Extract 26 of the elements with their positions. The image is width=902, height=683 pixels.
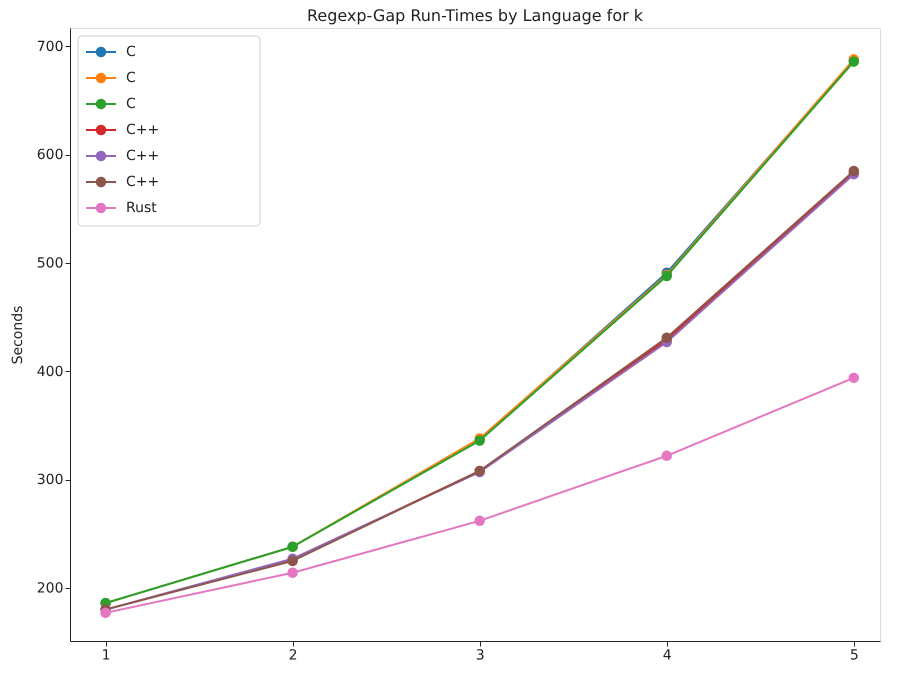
x-tick-label: 2 <box>288 648 298 664</box>
point <box>848 372 860 384</box>
point <box>100 608 111 618</box>
y-axis-title: Seconds <box>10 306 26 364</box>
legend-label: C++ <box>126 174 160 190</box>
x-tick-label: 3 <box>476 648 485 664</box>
y-tick-label: 200 <box>36 580 64 596</box>
legend-label: C <box>126 96 136 112</box>
y-tick-label: 700 <box>36 38 64 55</box>
point <box>287 568 298 578</box>
y-tick-label: 400 <box>36 364 64 380</box>
point <box>474 516 485 526</box>
y-tick-label: 300 <box>36 472 64 488</box>
point <box>662 450 672 462</box>
legend-label: Rust <box>126 200 158 216</box>
point <box>662 332 672 343</box>
legend-label: C++ <box>126 122 160 138</box>
y-tick-label: 500 <box>36 256 64 272</box>
y-tick-label: 600 <box>36 147 64 164</box>
chart-title: Regexp-Gap Run-Times by Language for k <box>306 6 644 25</box>
x-tick-label: 4 <box>662 648 672 664</box>
legend-label: C <box>126 44 136 60</box>
legend-label: C <box>126 70 136 86</box>
legend-label: C++ <box>126 148 160 164</box>
x-tick-label: 1 <box>102 648 111 664</box>
x-tick-label: 5 <box>850 648 859 664</box>
